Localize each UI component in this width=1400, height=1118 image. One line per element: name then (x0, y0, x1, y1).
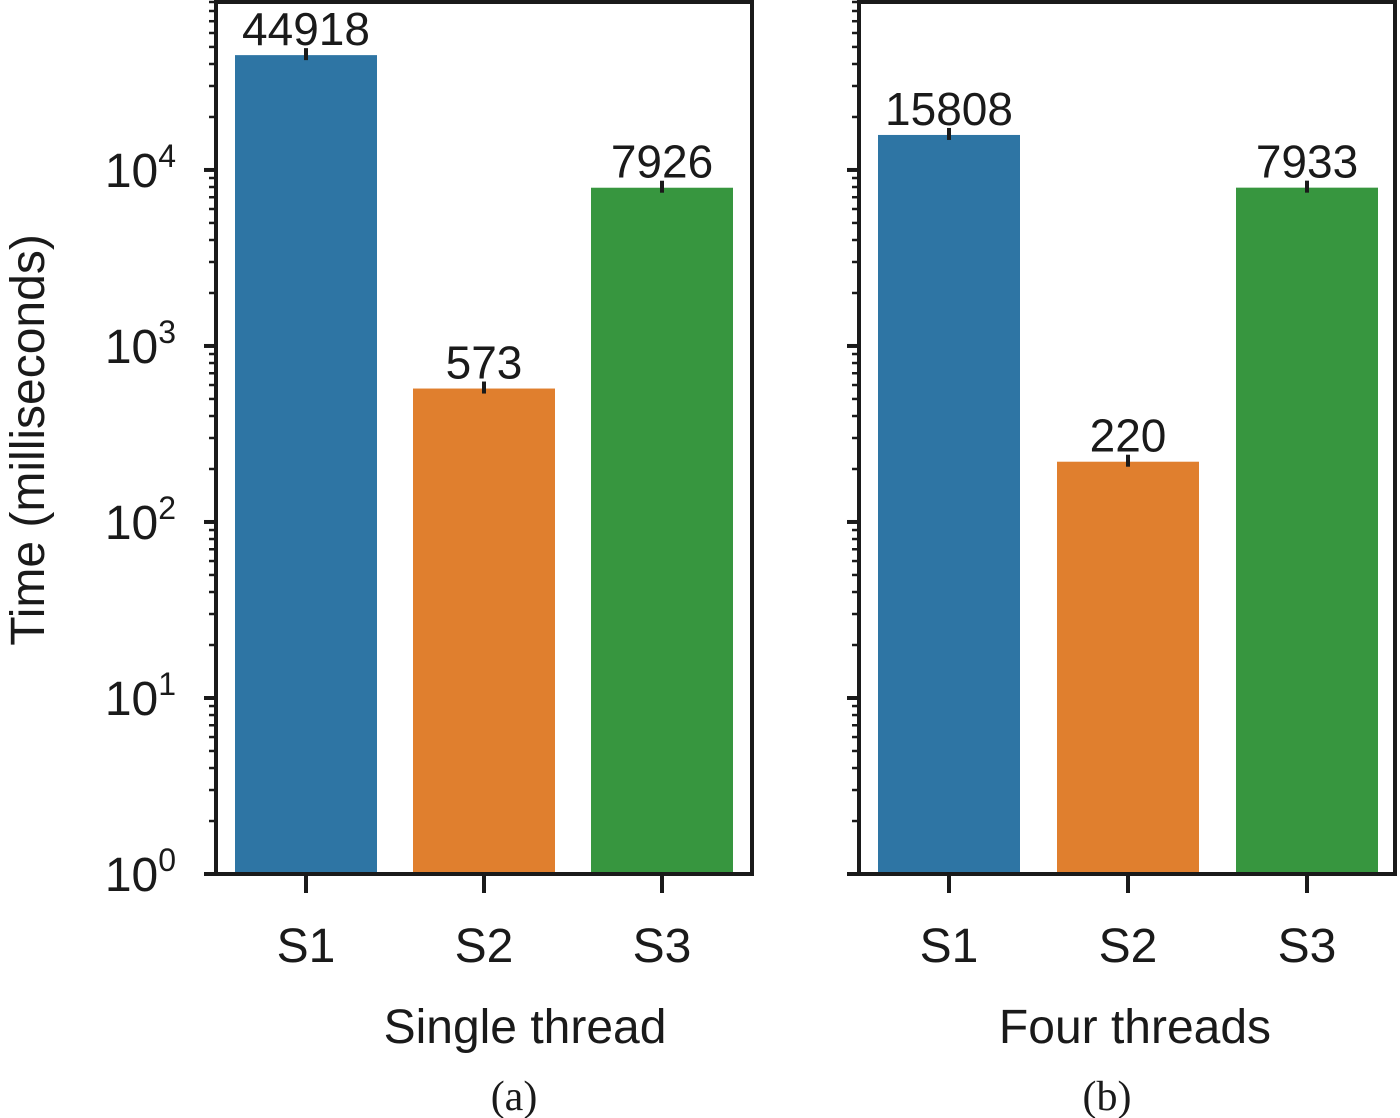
bar-s1 (235, 55, 377, 874)
bar-s1 (878, 134, 1020, 875)
plot-frame (214, 0, 754, 876)
panel-label: (a) (491, 1074, 538, 1118)
bar-s2 (1057, 461, 1199, 874)
x-tick-label: S1 (920, 920, 979, 973)
y-tick-label: 102 (105, 490, 176, 550)
data-label: 573 (446, 337, 523, 389)
bar-s3 (1236, 187, 1378, 874)
x-tick-label: S3 (633, 920, 692, 973)
y-tick-label: 104 (105, 138, 176, 198)
y-tick-label: 100 (105, 842, 176, 902)
x-tick-label: S1 (277, 920, 336, 973)
y-tick-label: 103 (105, 314, 176, 374)
x-axis-title: Four threads (999, 1001, 1271, 1054)
data-label: 44918 (242, 3, 370, 55)
data-label: 220 (1090, 410, 1167, 462)
y-axis-title: Time (milliseconds) (2, 234, 55, 646)
data-label: 7926 (611, 136, 713, 188)
panel-label: (b) (1083, 1074, 1132, 1118)
bar-s2 (413, 388, 555, 874)
plot-frame (857, 0, 1397, 876)
data-label: 7933 (1256, 136, 1358, 188)
x-axis-title: Single thread (384, 1001, 667, 1054)
x-tick-label: S2 (1099, 920, 1158, 973)
panel-a: 44918 S1 573 S2 7926 S3 100 101 102 103 104 Single … (105, 0, 754, 1118)
bar-s3 (591, 187, 733, 875)
x-tick-label: S3 (1278, 920, 1337, 973)
y-tick-label: 101 (105, 666, 176, 726)
x-tick-label: S2 (455, 920, 514, 973)
data-label: 15808 (885, 83, 1013, 135)
